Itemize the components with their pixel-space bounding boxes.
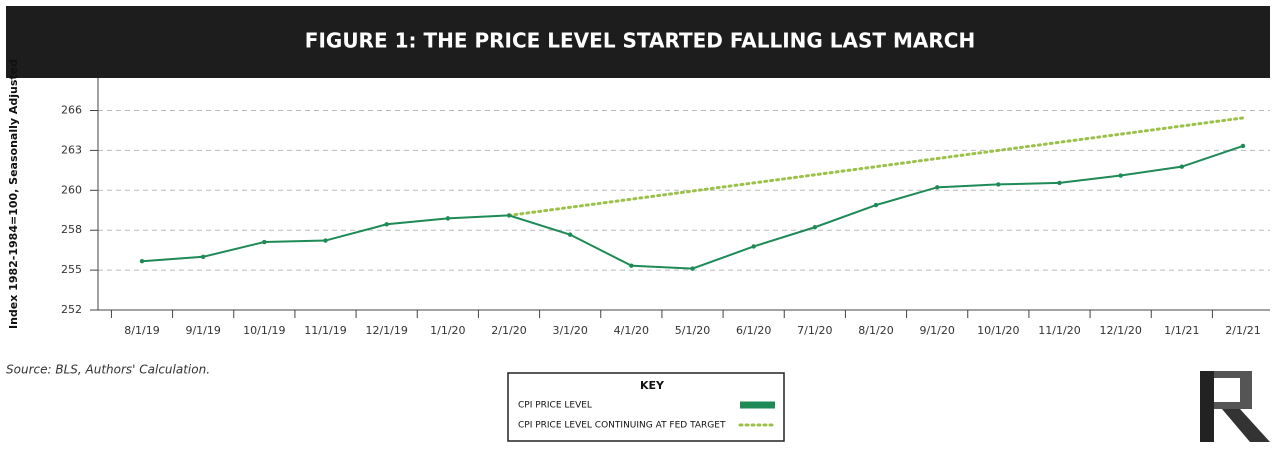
x-tick-label: 3/1/20 <box>552 324 587 337</box>
x-tick-label: 5/1/20 <box>675 324 710 337</box>
source: Source: BLS, Authors' Calculation. <box>6 363 210 377</box>
point <box>445 216 451 221</box>
x-tick-label: 1/1/21 <box>1164 324 1199 337</box>
chart-title: FIGURE 1: THE PRICE LEVEL STARTED FALLIN… <box>305 29 975 53</box>
x-tick-label: 4/1/20 <box>614 324 649 337</box>
point <box>384 222 389 227</box>
legend-label: CPI PRICE LEVEL CONTINUING AT FED TARGET <box>518 421 726 431</box>
point <box>262 239 267 245</box>
y-tick-label: 266 <box>61 104 82 117</box>
x-tick-label: 12/1/20 <box>1099 324 1141 337</box>
point <box>996 182 1001 187</box>
y-tick-label: 260 <box>61 183 82 196</box>
logo <box>1200 371 1270 442</box>
point <box>690 266 695 271</box>
point <box>629 263 634 268</box>
point <box>323 238 328 243</box>
series-line <box>141 144 1244 270</box>
point <box>873 202 879 208</box>
point <box>567 232 573 237</box>
y-tick-label: 255 <box>61 263 82 276</box>
x-tick-label: 10/1/19 <box>243 324 285 337</box>
point <box>1118 173 1123 178</box>
x-tick-label: 8/1/19 <box>124 324 159 337</box>
point <box>200 254 206 260</box>
x-tick-label: 11/1/19 <box>304 324 346 337</box>
y-axis-label: Index 1982-1984=100, Seasonally Adjusted <box>7 59 20 329</box>
legend-box <box>507 372 785 442</box>
point <box>751 244 756 249</box>
point <box>1240 143 1246 149</box>
y-tick-label: 258 <box>61 223 82 236</box>
point <box>1057 180 1062 186</box>
legend-label: CPI PRICE LEVEL <box>518 401 592 411</box>
x-tick-label: 9/1/20 <box>919 324 954 337</box>
series-line <box>507 116 1245 217</box>
header-bar <box>6 6 1270 78</box>
x-tick-label: 2/1/21 <box>1225 324 1260 337</box>
x-tick-label: 12/1/19 <box>365 324 407 337</box>
x-tick-label: 9/1/19 <box>185 324 220 337</box>
x-tick-label: 7/1/20 <box>797 324 832 337</box>
point <box>812 225 818 230</box>
point <box>139 259 145 264</box>
point <box>934 185 940 190</box>
point <box>1179 164 1185 169</box>
y-tick-label: 252 <box>61 303 82 316</box>
x-tick-label: 11/1/20 <box>1038 324 1080 337</box>
x-tick-label: 8/1/20 <box>858 324 893 337</box>
x-tick-label: 2/1/20 <box>491 324 526 337</box>
x-tick-label: 10/1/20 <box>977 324 1019 337</box>
point <box>506 213 512 218</box>
legend-title: KEY <box>640 379 665 392</box>
x-tick-label: 6/1/20 <box>736 324 771 337</box>
y-tick-label: 263 <box>61 143 82 156</box>
x-tick-label: 1/1/20 <box>430 324 465 337</box>
